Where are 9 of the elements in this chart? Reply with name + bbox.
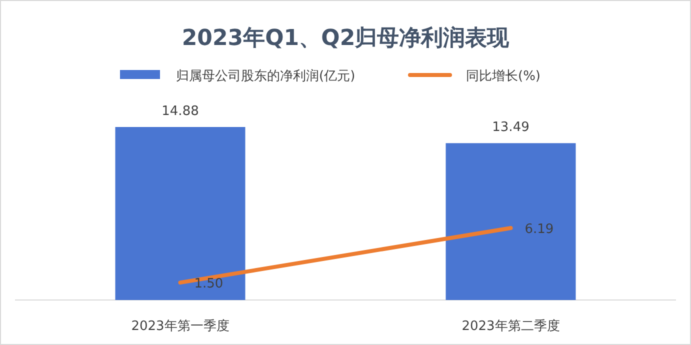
data-label: 14.88 xyxy=(162,104,199,119)
x-tick-label: 2023年第二季度 xyxy=(462,318,560,334)
data-label: 1.50 xyxy=(194,276,224,292)
legend-label: 同比增长(%) xyxy=(466,69,540,84)
chart-title: 2023年Q1、Q2归母净利润表现 xyxy=(182,25,510,51)
legend-label: 归属母公司股东的净利润(亿元) xyxy=(176,69,356,84)
data-label: 6.19 xyxy=(524,222,554,238)
data-label: 13.49 xyxy=(492,120,530,136)
x-tick-label: 2023年第一季度 xyxy=(131,318,230,334)
